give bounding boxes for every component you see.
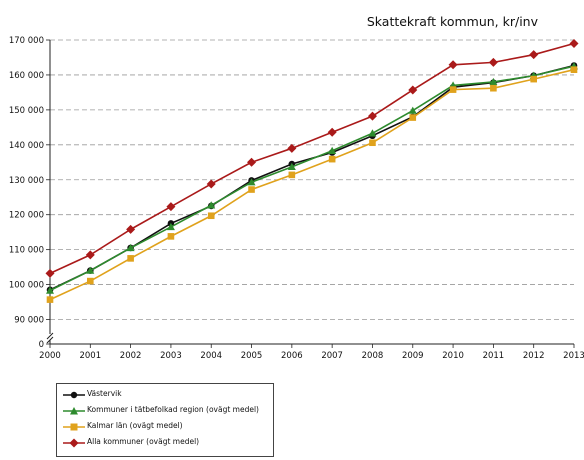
triangle-marker-icon bbox=[63, 407, 85, 415]
series-line bbox=[49, 68, 575, 301]
data-point bbox=[367, 111, 377, 121]
legend-item-kalmar: Kalmar län (ovägt medel) bbox=[57, 420, 273, 434]
legend-item-vastervik: Västervik bbox=[57, 388, 273, 402]
data-point bbox=[86, 266, 95, 274]
data-point bbox=[490, 84, 497, 92]
data-point bbox=[328, 155, 336, 163]
data-point bbox=[409, 114, 417, 121]
y-tick-label: 120 000 bbox=[9, 211, 44, 221]
data-point bbox=[529, 50, 539, 60]
y-tick-label: 130 000 bbox=[9, 176, 44, 186]
data-point bbox=[530, 75, 537, 83]
legend-item-tatbefolkad: Kommuner i tätbefolkad region (ovägt med… bbox=[57, 404, 273, 418]
data-point bbox=[248, 186, 255, 193]
data-point bbox=[448, 60, 458, 70]
data-point bbox=[127, 255, 134, 262]
chart-title: Skattekraft kommun, kr/inv bbox=[367, 14, 539, 29]
data-point bbox=[166, 202, 176, 212]
data-point bbox=[287, 162, 296, 171]
legend-label: Kalmar län (ovägt medel) bbox=[87, 421, 183, 430]
y-axis-ticks: 0 90 000 100 000 110 000 120 000 130 000 140 0… bbox=[9, 36, 50, 350]
series-group bbox=[45, 38, 579, 303]
data-point bbox=[288, 171, 296, 179]
data-point bbox=[167, 233, 175, 240]
y-tick-label: 140 000 bbox=[9, 141, 44, 151]
x-tick-label: 2010 bbox=[442, 351, 464, 361]
data-point bbox=[46, 296, 54, 303]
data-point bbox=[489, 77, 498, 86]
y-tick-label: 90 000 bbox=[14, 316, 44, 326]
data-point bbox=[570, 66, 578, 73]
legend-label: Alla kommuner (ovägt medel) bbox=[87, 437, 200, 446]
x-tick-label: 2009 bbox=[402, 351, 424, 361]
data-point bbox=[126, 243, 135, 252]
gridlines bbox=[50, 39, 574, 320]
data-point bbox=[45, 268, 55, 278]
x-tick-label: 2003 bbox=[160, 351, 182, 361]
square-marker-icon bbox=[63, 423, 85, 431]
legend: Västervik Kommuner i tätbefolkad region … bbox=[56, 383, 274, 457]
x-tick-label: 2007 bbox=[321, 351, 343, 361]
x-tick-label: 2012 bbox=[523, 351, 545, 361]
data-point bbox=[247, 157, 257, 167]
x-tick-label: 2005 bbox=[241, 351, 263, 361]
y-tick-label: 0 bbox=[39, 340, 44, 350]
data-point bbox=[207, 212, 215, 220]
diamond-marker-icon bbox=[63, 438, 85, 448]
circle-marker-icon bbox=[63, 391, 85, 399]
x-tick-label: 2011 bbox=[483, 351, 505, 361]
x-axis-ticks: 2000 2001 2002 2003 2004 2005 2006 2007 2008 2009… bbox=[39, 344, 584, 361]
data-point bbox=[369, 139, 376, 147]
x-tick-label: 2001 bbox=[79, 351, 101, 361]
legend-label: Västervik bbox=[87, 389, 122, 398]
series-line bbox=[49, 42, 575, 275]
data-point bbox=[166, 222, 175, 231]
data-point bbox=[488, 57, 498, 67]
data-point bbox=[87, 277, 94, 285]
data-point bbox=[287, 143, 297, 153]
data-point bbox=[85, 250, 95, 260]
series-1 bbox=[46, 62, 578, 294]
legend-label: Kommuner i tätbefolkad region (ovägt med… bbox=[87, 405, 259, 414]
series-4 bbox=[45, 38, 579, 278]
data-point bbox=[368, 129, 377, 137]
x-tick-label: 2000 bbox=[39, 351, 61, 361]
y-tick-label: 160 000 bbox=[9, 71, 44, 81]
data-point bbox=[247, 178, 256, 186]
legend-item-alla: Alla kommuner (ovägt medel) bbox=[57, 436, 273, 450]
y-tick-label: 150 000 bbox=[9, 106, 44, 116]
x-tick-label: 2008 bbox=[362, 351, 384, 361]
data-point bbox=[207, 201, 216, 209]
data-point bbox=[449, 86, 457, 93]
data-point bbox=[569, 38, 579, 48]
y-tick-label: 110 000 bbox=[9, 246, 44, 256]
data-point bbox=[328, 146, 337, 154]
data-point bbox=[327, 127, 337, 137]
data-point bbox=[206, 179, 216, 189]
axis-break-marker bbox=[46, 332, 54, 344]
series-line bbox=[49, 65, 575, 292]
x-tick-label: 2004 bbox=[200, 351, 222, 361]
axes bbox=[46, 40, 574, 345]
x-tick-label: 2006 bbox=[281, 351, 303, 361]
series-3 bbox=[46, 66, 578, 303]
x-tick-label: 2013 bbox=[563, 351, 584, 361]
data-point bbox=[126, 224, 136, 234]
y-tick-label: 100 000 bbox=[9, 281, 44, 291]
x-tick-label: 2002 bbox=[120, 351, 142, 361]
series-2 bbox=[46, 62, 578, 294]
data-point bbox=[46, 286, 54, 294]
data-point bbox=[408, 106, 417, 114]
y-tick-label: 170 000 bbox=[9, 36, 44, 46]
data-point bbox=[408, 85, 418, 95]
